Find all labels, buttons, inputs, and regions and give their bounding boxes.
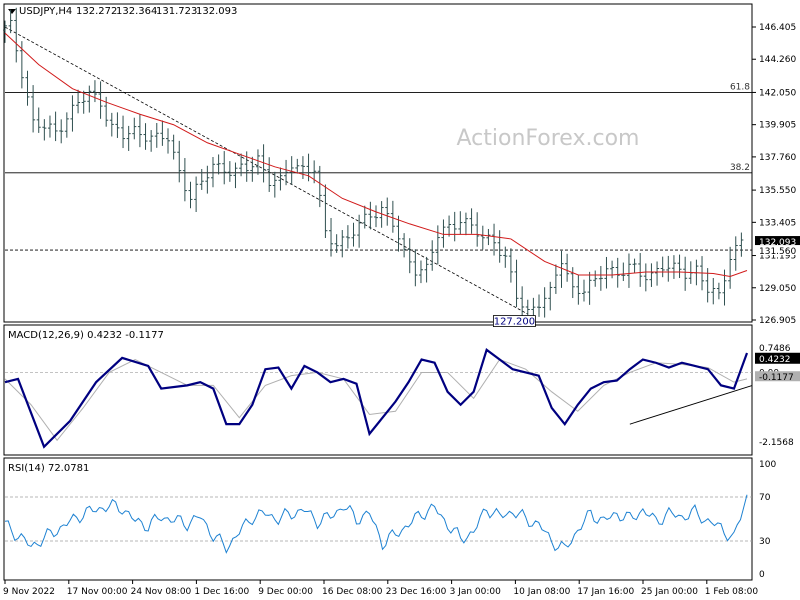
rsi-panel-frame	[3, 457, 753, 581]
x-tick-label-11: 1 Feb 08:00	[705, 587, 759, 597]
header-high: 132.364	[116, 6, 157, 17]
header-open: 132.272	[76, 6, 117, 17]
rsi-tick-label-1: 70	[759, 493, 771, 503]
x-tick-label-0: 9 Nov 2022	[3, 587, 55, 597]
macd-trendline	[629, 385, 753, 425]
x-axis: 9 Nov 2022 17 Nov 00:00 24 Nov 08:00 1 Dec …	[3, 580, 758, 597]
macd-layer	[4, 348, 753, 449]
price-tick-label-6: 133.405	[759, 218, 796, 228]
ref-price-box	[755, 245, 800, 256]
price-tick-label-8: 129.050	[759, 284, 796, 294]
macd-label: MACD(12,26,9) 0.4232 -0.1177	[8, 330, 164, 341]
x-tick-label-8: 10 Jan 08:00	[513, 587, 570, 597]
rsi-axis: 100 70 30 0	[759, 460, 776, 580]
x-tick-label-3: 1 Dec 16:00	[194, 587, 249, 597]
header-close: 132.093	[196, 6, 237, 17]
macd-line	[4, 348, 749, 449]
macd-tick-label-4: -2.1568	[759, 438, 794, 448]
header-symbol: USDJPY,H4	[19, 6, 72, 17]
macd-panel-frame	[3, 324, 753, 456]
rsi-label: RSI(14) 72.0781	[8, 463, 89, 474]
fib-label-0: 61.8	[730, 82, 750, 92]
collapse-triangle-icon[interactable]	[8, 9, 16, 14]
rsi-tick-label-2: 30	[759, 537, 771, 547]
x-tick-label-10: 25 Jan 00:00	[641, 587, 698, 597]
current-price-label: 132.093	[759, 238, 796, 248]
rsi-tick-label-0: 100	[759, 460, 776, 470]
current-price-box	[755, 236, 800, 248]
fib-label-1: 38.2	[730, 163, 750, 173]
macd-current-box	[755, 352, 800, 364]
rsi-tick-label-3: 0	[759, 570, 765, 580]
price-tick-label-1: 144.260	[759, 55, 796, 65]
macd-current-label: 0.4232	[759, 355, 791, 365]
macd-tick-label-0: 0.7486	[759, 344, 791, 354]
x-tick-label-1: 17 Nov 00:00	[67, 587, 128, 597]
price-tick-label-9: 126.905	[759, 316, 796, 326]
x-tick-label-4: 9 Dec 00:00	[258, 587, 313, 597]
x-tick-label-7: 3 Jan 00:00	[450, 587, 502, 597]
price-axis: 146.405 144.260 142.050 139.905 137.760 135.5…	[752, 23, 800, 326]
price-panel-frame	[3, 3, 753, 323]
low-annotation-box	[492, 315, 536, 327]
header-low: 131.723	[156, 6, 197, 17]
price-tick-label-3: 139.905	[759, 121, 796, 131]
price-tick-label-0: 146.405	[759, 23, 796, 33]
header: USDJPY,H4 132.272 132.364 131.723 132.09…	[8, 6, 237, 17]
price-tick-label-7: 131.195	[759, 252, 796, 262]
x-tick-label-9: 17 Jan 16:00	[577, 587, 634, 597]
macd-signal-label: -0.1177	[759, 373, 794, 383]
x-tick-label-5: 16 Dec 08:00	[322, 587, 383, 597]
watermark: ActionForex.com	[457, 126, 640, 151]
rsi-layer	[4, 494, 752, 554]
price-tick-label-5: 135.550	[759, 186, 796, 196]
low-annotation-label: 127.200	[494, 317, 535, 328]
price-tick-label-4: 137.760	[759, 153, 796, 163]
price-tick-label-2: 142.050	[759, 88, 796, 98]
x-tick-label-2: 24 Nov 08:00	[131, 587, 192, 597]
price-layer: 61.8 38.2 127.200	[3, 7, 752, 328]
moving-average-line	[4, 32, 748, 278]
ref-price-label: 131.560	[759, 247, 796, 257]
rsi-line	[4, 494, 748, 554]
x-tick-label-6: 23 Dec 16:00	[386, 587, 447, 597]
macd-signal-box	[755, 371, 800, 382]
downtrend-line	[4, 26, 528, 315]
